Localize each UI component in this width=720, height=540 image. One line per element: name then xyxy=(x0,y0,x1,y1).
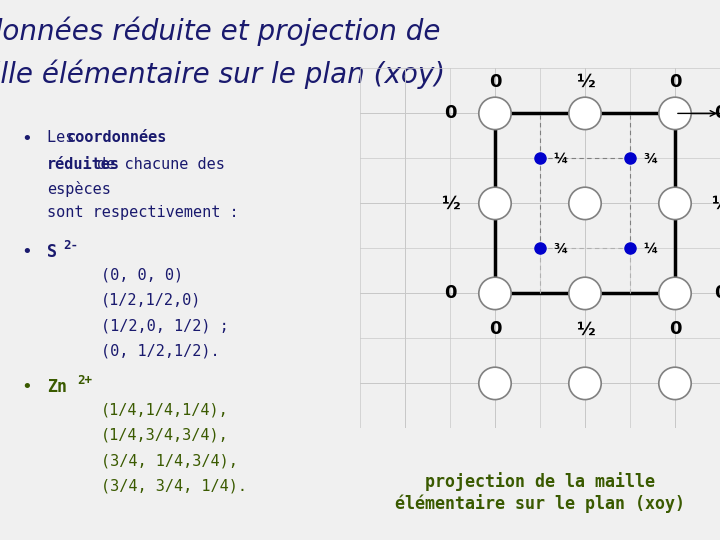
Circle shape xyxy=(479,97,511,130)
Text: 2+: 2+ xyxy=(78,374,92,387)
Text: S: S xyxy=(47,243,57,261)
Text: •: • xyxy=(22,378,32,396)
Text: 0: 0 xyxy=(714,104,720,123)
Text: réduites: réduites xyxy=(47,157,120,172)
Text: projection de la maille
élémentaire sur le plan (xoy): projection de la maille élémentaire sur … xyxy=(395,472,685,513)
Circle shape xyxy=(479,187,511,220)
Text: ½: ½ xyxy=(711,194,720,212)
Circle shape xyxy=(659,367,691,400)
Circle shape xyxy=(569,97,601,130)
Circle shape xyxy=(659,97,691,130)
Text: ¾: ¾ xyxy=(554,241,568,255)
Text: ¼: ¼ xyxy=(644,241,658,255)
Text: ½: ½ xyxy=(441,194,459,212)
Circle shape xyxy=(659,187,691,220)
Text: 0: 0 xyxy=(489,73,501,91)
Circle shape xyxy=(569,277,601,309)
Circle shape xyxy=(479,277,511,309)
Text: (0, 1/2,1/2).: (0, 1/2,1/2). xyxy=(101,343,220,359)
Text: 0: 0 xyxy=(669,320,681,339)
Text: espèces: espèces xyxy=(47,181,111,197)
Text: 0: 0 xyxy=(489,320,501,339)
Circle shape xyxy=(479,367,511,400)
Text: (1/2,0, 1/2) ;: (1/2,0, 1/2) ; xyxy=(101,318,228,333)
Text: Zn: Zn xyxy=(47,378,67,396)
Text: (3/4, 1/4,3/4),: (3/4, 1/4,3/4), xyxy=(101,453,238,468)
Text: (1/4,1/4,1/4),: (1/4,1/4,1/4), xyxy=(101,402,228,417)
Text: ½: ½ xyxy=(575,73,595,91)
Text: ¼: ¼ xyxy=(554,151,568,165)
Text: •: • xyxy=(22,130,32,147)
Text: Les: Les xyxy=(47,130,84,145)
Text: 0: 0 xyxy=(669,73,681,91)
Text: ½: ½ xyxy=(575,320,595,339)
Text: (1/2,1/2,0): (1/2,1/2,0) xyxy=(101,293,201,308)
Circle shape xyxy=(659,277,691,309)
Text: (1/4,3/4,3/4),: (1/4,3/4,3/4), xyxy=(101,428,228,443)
Text: Coordonnées réduite et projection de: Coordonnées réduite et projection de xyxy=(0,16,440,46)
Text: 0: 0 xyxy=(714,285,720,302)
Text: la maille élémentaire sur le plan (xoy): la maille élémentaire sur le plan (xoy) xyxy=(0,59,445,89)
Text: de chacune des: de chacune des xyxy=(89,157,225,172)
Text: 0: 0 xyxy=(444,104,456,123)
Text: coordonnées: coordonnées xyxy=(66,130,167,145)
Text: •: • xyxy=(22,243,32,261)
Circle shape xyxy=(569,367,601,400)
Text: (0, 0, 0): (0, 0, 0) xyxy=(101,267,183,282)
Text: 0: 0 xyxy=(444,285,456,302)
Text: (3/4, 3/4, 1/4).: (3/4, 3/4, 1/4). xyxy=(101,478,247,494)
Text: sont respectivement :: sont respectivement : xyxy=(47,205,238,220)
Text: ¾: ¾ xyxy=(644,151,658,165)
Text: 2-: 2- xyxy=(63,239,78,252)
Circle shape xyxy=(569,187,601,220)
